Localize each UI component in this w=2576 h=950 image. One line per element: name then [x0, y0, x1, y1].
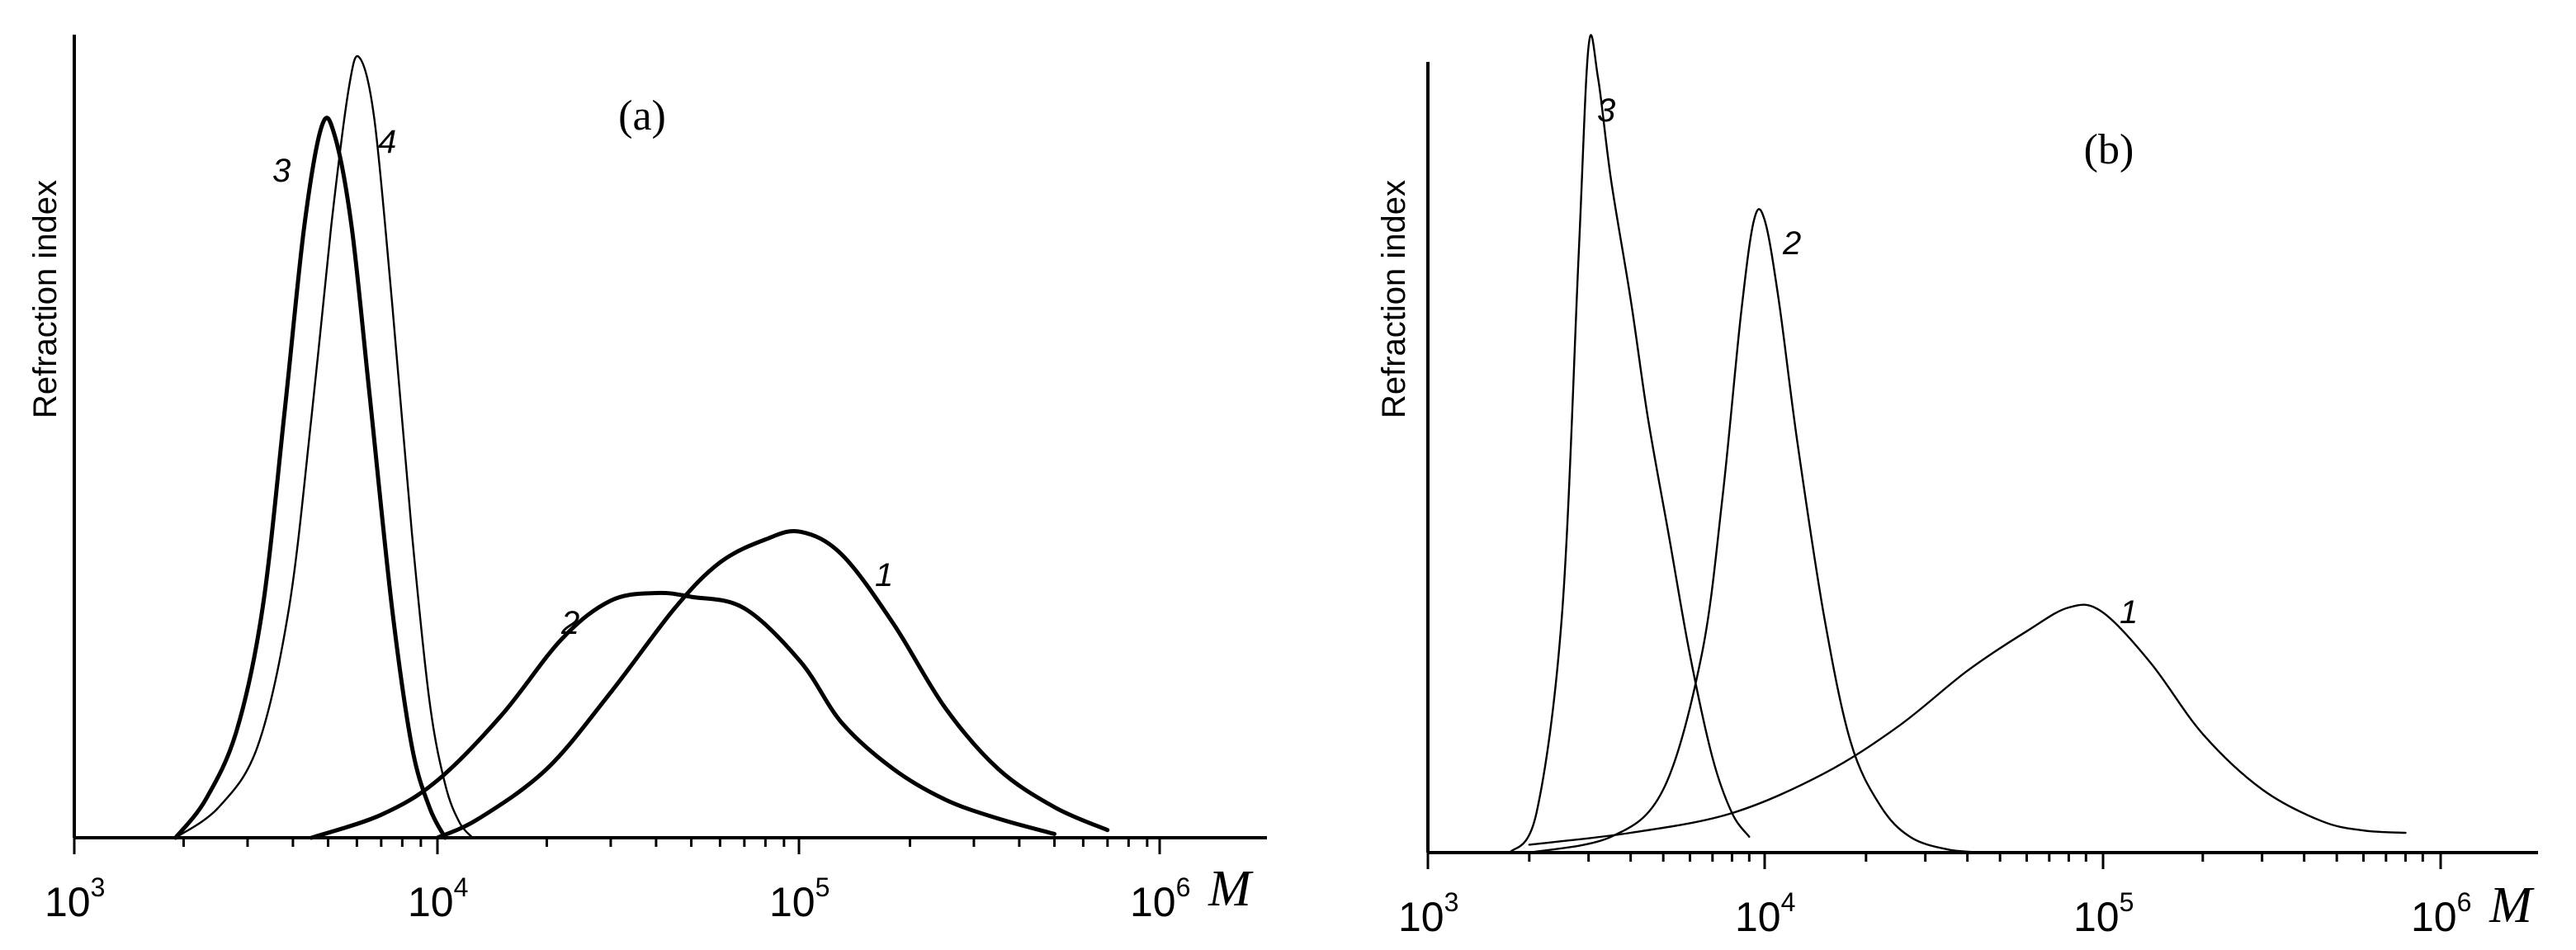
x-tick-exponent: 3 [1444, 887, 1459, 917]
x-tick-label: 106 [1130, 872, 1190, 925]
x-tick-exponent: 5 [815, 872, 830, 902]
x-tick-base: 10 [1735, 894, 1781, 940]
series-1-line [1528, 603, 2407, 846]
x-tick-base: 10 [1130, 879, 1176, 925]
series-4-line [174, 54, 474, 839]
x-tick-base: 10 [45, 879, 91, 925]
series-2-label: 2 [1782, 225, 1801, 262]
x-tick-base: 10 [2073, 894, 2120, 940]
x-tick-label: 105 [2073, 887, 2134, 940]
x-tick-exponent: 5 [2120, 887, 2134, 917]
y-axis-label: Refraction index [27, 180, 64, 418]
panel-label: (b) [2084, 126, 2134, 173]
x-tick-base: 10 [1398, 894, 1444, 940]
x-tick-base: 10 [408, 879, 454, 925]
series-3-line [1509, 34, 1751, 854]
series-3-label: 3 [272, 153, 291, 189]
x-tick-exponent: 4 [1781, 887, 1796, 917]
panel-label: (a) [618, 92, 666, 139]
x-tick-exponent: 6 [1176, 872, 1191, 902]
series-4-label: 4 [378, 124, 396, 160]
x-tick-label: 104 [1735, 887, 1795, 940]
x-tick-label: 106 [2411, 887, 2471, 940]
y-axis-label: Refraction index [1376, 180, 1412, 418]
x-tick-base: 10 [2411, 894, 2457, 940]
x-tick-label: 105 [769, 872, 830, 925]
x-tick-label: 104 [408, 872, 468, 925]
series-1-label: 1 [875, 557, 893, 593]
x-axis-label: M [1208, 861, 1254, 917]
series-2-line [309, 590, 1056, 840]
x-tick-exponent: 6 [2457, 887, 2472, 917]
series-1-line [435, 529, 1110, 840]
x-tick-label: 103 [1398, 887, 1458, 940]
x-tick-base: 10 [769, 879, 815, 925]
x-tick-exponent: 4 [454, 872, 469, 902]
series-3-line [173, 116, 447, 840]
series-1-label: 1 [2120, 594, 2138, 631]
x-tick-exponent: 3 [91, 872, 106, 902]
series-3-label: 3 [1597, 92, 1615, 129]
series-2-line [1528, 208, 1986, 854]
series-2-label: 2 [560, 605, 579, 641]
x-axis-label: M [2489, 877, 2535, 933]
x-tick-label: 103 [45, 872, 105, 925]
